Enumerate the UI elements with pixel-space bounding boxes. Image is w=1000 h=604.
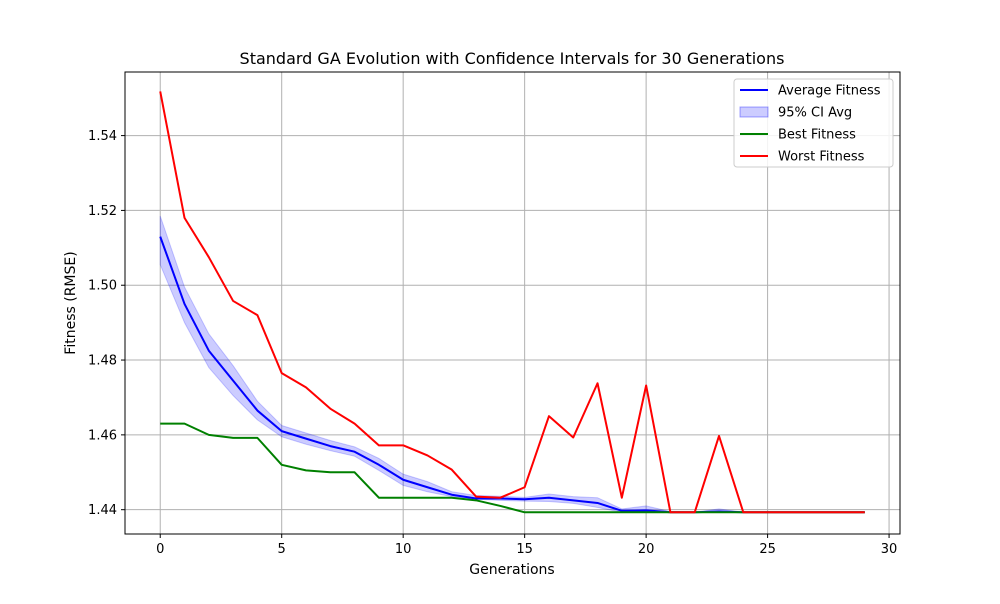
x-tick-label: 0 bbox=[156, 542, 164, 557]
legend-box bbox=[733, 78, 894, 168]
x-tick-label: 10 bbox=[395, 542, 412, 557]
y-tick-label: 1.48 bbox=[88, 354, 117, 369]
y-tick-label: 1.46 bbox=[88, 428, 117, 443]
legend-swatch-95-ci-avg bbox=[739, 106, 769, 118]
legend-label-best-fitness: Best Fitness bbox=[778, 128, 856, 143]
chart-title: Standard GA Evolution with Confidence In… bbox=[240, 49, 785, 68]
y-tick-label: 1.50 bbox=[88, 279, 117, 294]
legend-label-95-ci-avg: 95% CI Avg bbox=[778, 106, 852, 121]
axes-frame bbox=[124, 71, 901, 535]
x-tick-label: 5 bbox=[278, 542, 286, 557]
axis-ticks: 0 5 10 15 20 25 30 1.44 1.46 1.48 1.50 1.52 1.54 bbox=[88, 129, 897, 557]
x-tick-label: 20 bbox=[638, 542, 655, 557]
grid-lines bbox=[125, 72, 900, 534]
y-tick-label: 1.44 bbox=[88, 503, 117, 518]
x-axis-label: Generations bbox=[469, 562, 554, 578]
y-axis-label: Fitness (RMSE) bbox=[63, 251, 79, 354]
legend: Average Fitness 95% CI Avg Best Fitness Wor… bbox=[733, 78, 894, 168]
worst-fitness-line bbox=[159, 91, 865, 514]
x-tick-label: 15 bbox=[516, 542, 533, 557]
y-tick-label: 1.52 bbox=[88, 204, 117, 219]
legend-label-average-fitness: Average Fitness bbox=[778, 84, 881, 99]
y-tick-label: 1.54 bbox=[88, 129, 117, 144]
plot-area bbox=[159, 91, 865, 514]
x-tick-label: 25 bbox=[759, 542, 776, 557]
legend-label-worst-fitness: Worst Fitness bbox=[778, 150, 865, 165]
x-tick-label: 30 bbox=[881, 542, 898, 557]
